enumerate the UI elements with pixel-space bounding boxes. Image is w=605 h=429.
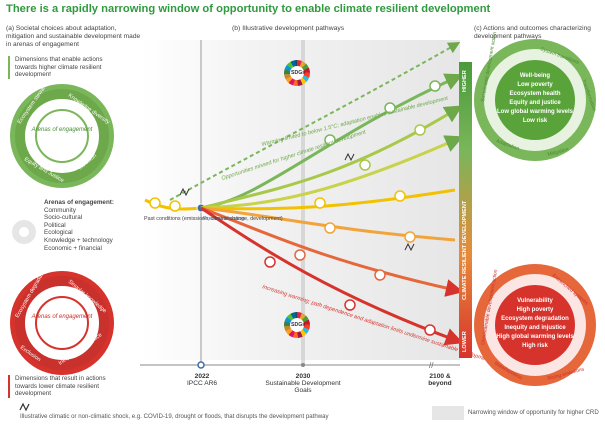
crd-axis-label: CLIMATE RESILIENT DEVELOPMENT (462, 200, 468, 300)
x-label-2030: 2030 Sustainable Development Goals (265, 373, 341, 394)
outcome-circle-high (474, 39, 596, 161)
arena-item: Economic + financial (44, 244, 102, 252)
outcome-low: Inequity and injustice (504, 325, 566, 331)
gear-middle (12, 220, 36, 244)
pathway-red (200, 206, 464, 297)
outcome-high: Low global warming levels (497, 109, 574, 115)
arena-item: Ecological (44, 229, 73, 237)
panel-c-heading: (c) Actions and outcomes characterizing … (474, 25, 591, 40)
dimensions-high-label: Dimensions that enable actions towards h… (8, 56, 112, 79)
outcome-high: Low poverty (517, 82, 553, 88)
dimensions-low-label: Dimensions that result in actions toward… (8, 375, 112, 398)
sdg-label: SDGs (291, 322, 306, 328)
arenas-list: Arenas of engagement: Community Socio-cu… (44, 199, 139, 252)
panel-a-heading: (a) Societal choices about adaptation, m… (6, 25, 141, 48)
pathway-yellowgreen (200, 135, 464, 210)
gear-top (10, 84, 114, 188)
panel-b-heading: (b) Illustrative development pathways (232, 25, 345, 32)
crd-lower-label: LOWER (462, 331, 468, 352)
outcome-low: High poverty (517, 307, 554, 313)
page-title: There is a rapidly narrowing window of o… (6, 3, 491, 15)
shock-icon (404, 242, 415, 252)
gear-bottom (10, 271, 114, 375)
outcome-low: High global warming levels (496, 334, 574, 340)
gear-bottom-center: Arenas of engagement (31, 314, 93, 320)
shock-icon (344, 152, 355, 162)
window-legend-label: Narrowing window of opportunity for high… (468, 409, 599, 416)
arenas-title: Arenas of engagement: (44, 199, 114, 206)
past-label: Past conditions (emissions, climate chan… (144, 216, 283, 222)
missed-pathway (169, 42, 461, 201)
shock-icon (179, 187, 190, 197)
outcome-low: High risk (522, 343, 548, 349)
arena-item: Knowledge + technology (44, 236, 113, 244)
x-label-2100: 2100 & beyond (428, 373, 452, 387)
shock-legend-label: Illustrative climatic or non-climatic sh… (20, 413, 329, 420)
ring-label-high: Mitigation (547, 147, 569, 158)
window-legend-swatch (432, 406, 464, 420)
pathway-green (200, 105, 463, 210)
marker-2022 (197, 361, 205, 369)
outcome-low: Ecosystem degradation (501, 316, 569, 322)
marker-2030 (301, 363, 305, 367)
axis-break: // (429, 361, 434, 370)
x-label-2022: 2022 IPCC AR6 (186, 373, 218, 387)
sdg-label: SDGs (291, 70, 306, 76)
present-label: Present situation (203, 216, 245, 222)
outcome-high: Equity and justice (509, 100, 561, 106)
outcome-high: Ecosystem health (509, 91, 560, 97)
outcome-low: Vulnerability (517, 298, 553, 304)
pathway-nodes (264, 80, 441, 336)
gear-top-center: Arenas of engagement (31, 127, 93, 133)
pathway-node (149, 197, 161, 209)
sdg-wheel-icon (284, 312, 310, 338)
pathway-yellow (200, 188, 456, 211)
pathway-red (200, 206, 464, 346)
crd-higher-label: HIGHER (462, 70, 468, 92)
pathways-background (140, 40, 460, 360)
arena-item: Socio-cultural (44, 214, 83, 222)
arena-item: Political (44, 221, 66, 229)
outcome-high: Well-being (520, 73, 551, 79)
outcome-high: Low risk (523, 118, 548, 124)
outcome-circle-low (474, 264, 596, 386)
pathway-node (169, 200, 181, 212)
arena-item: Community (44, 206, 76, 214)
shock-legend-icon (19, 402, 30, 412)
sdg-wheel-icon (284, 60, 310, 86)
